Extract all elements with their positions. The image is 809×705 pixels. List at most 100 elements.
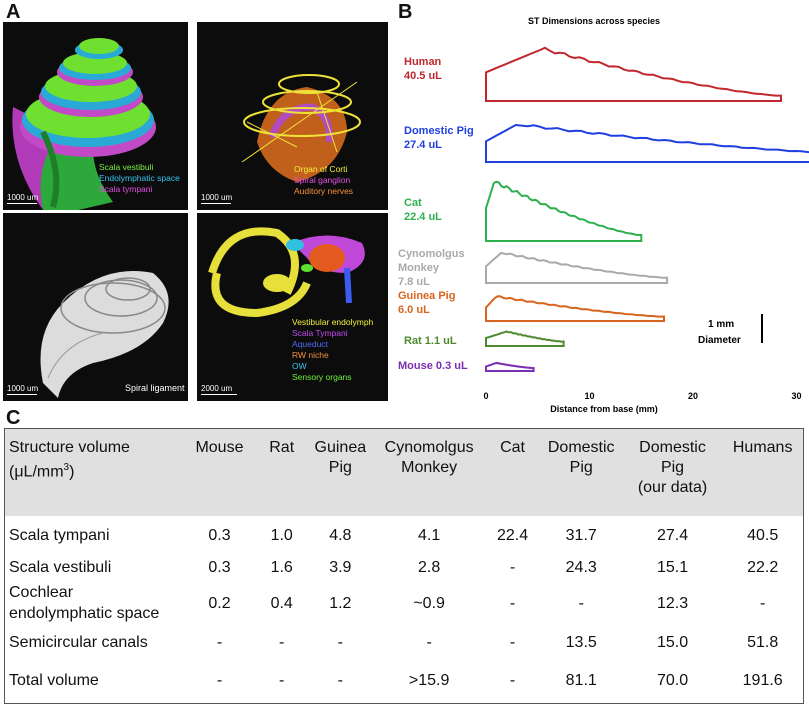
legend-item: Organ of Corti xyxy=(294,164,348,174)
column-header: Humans xyxy=(732,439,793,456)
table-cell: ~0.9 xyxy=(413,594,445,612)
chart-title: ST Dimensions across species xyxy=(528,16,660,26)
curve-mouse xyxy=(485,361,535,372)
table-row: Scala tympani 0.3 1.0 4.8 4.1 22.4 31.7 27.4 40.… xyxy=(5,516,803,554)
x-axis: 0 10 20 30 xyxy=(483,391,801,401)
table-cell: 191.6 xyxy=(742,671,783,689)
scale-bar-label-2: Diameter xyxy=(698,335,741,346)
organ-corti-render xyxy=(241,74,361,182)
row-label: Semicircular canals xyxy=(9,633,148,651)
scale-label: 1000 um xyxy=(201,193,233,202)
x-tick-label: 30 xyxy=(791,391,801,401)
header-structure-close: ) xyxy=(69,463,75,481)
column-header: Domestic Pig xyxy=(547,439,615,476)
scale-label: 1000 um xyxy=(7,384,39,393)
table-cell: >15.9 xyxy=(408,671,450,689)
table-cell: 0.2 xyxy=(208,594,231,612)
table-cell: 3.9 xyxy=(329,558,352,576)
row-label: Scala tympani xyxy=(9,526,110,544)
x-axis-label: Distance from base (mm) xyxy=(550,404,658,414)
table-cell: - xyxy=(509,594,516,612)
scale-bar xyxy=(201,394,237,395)
table-cell: - xyxy=(426,633,432,651)
table-cell: 70.0 xyxy=(656,671,689,689)
legend-item: Vestibular endolymph xyxy=(292,317,374,327)
table-cell: - xyxy=(509,633,516,651)
table-cell: 22.2 xyxy=(747,558,779,576)
table-cell: - xyxy=(279,671,285,689)
table-cell: - xyxy=(279,633,285,651)
vestibular-render xyxy=(208,227,365,318)
row-label: Total volume xyxy=(9,671,99,689)
table-cell: 4.8 xyxy=(329,526,352,544)
species-label-cynomolgus-monkey: Cynomolgus Monkey 7.8 uL xyxy=(398,248,465,288)
table-cell: 1.0 xyxy=(270,526,293,544)
table-cell: - xyxy=(578,594,584,612)
curve-guinea-pig xyxy=(485,295,665,322)
legend-item: Scala tympani xyxy=(99,184,153,194)
table-cell: 15.1 xyxy=(656,558,689,576)
header-structure-line2: (μL/mm xyxy=(9,463,64,481)
species-label-cat: Cat 22.4 uL xyxy=(404,197,442,223)
table-cell: - xyxy=(760,594,766,612)
cochlea-scalae-render xyxy=(12,38,156,210)
table-row: Semicircular canals - - - - - 13.5 15.0 51.8 xyxy=(5,626,803,658)
curve-rat xyxy=(485,330,565,347)
legend-item: Endolymphatic space xyxy=(99,173,180,183)
species-label-human: Human 40.5 uL xyxy=(404,56,442,82)
scale-bar xyxy=(7,203,37,204)
curve-cynomolgus-monkey xyxy=(485,251,669,284)
image-scala-3d: Scala vestibuli Endolymphatic space Scal… xyxy=(3,22,188,210)
legend-item: Auditory nerves xyxy=(294,186,354,196)
legend-top-left: Scala vestibuli Endolymphatic space Scal… xyxy=(99,162,180,195)
legend-item: RW niche xyxy=(292,350,329,360)
curve-domestic-pig xyxy=(485,123,809,163)
panel-label-b: B xyxy=(398,1,413,23)
scale-bar xyxy=(7,394,37,395)
table-cell: 1.2 xyxy=(329,594,352,612)
species-label-mouse: Mouse 0.3 uL xyxy=(398,360,468,372)
header-structure-line1: Structure volume xyxy=(9,439,130,456)
table-cell: 22.4 xyxy=(496,526,529,544)
table-cell: 31.7 xyxy=(565,526,597,544)
scale-label: 2000 um xyxy=(201,384,233,393)
caption-spiral-ligament: Spiral ligament xyxy=(125,383,185,393)
table-cell: - xyxy=(216,633,223,651)
legend-item: Scala vestibuli xyxy=(99,162,154,172)
column-header: Mouse xyxy=(195,439,244,456)
spiral-ligament-render xyxy=(40,271,169,398)
species-label-rat: Rat 1.1 uL xyxy=(404,335,457,347)
species-label-domestic-pig: Domestic Pig 27.4 uL xyxy=(404,125,474,151)
table-cell: 12.3 xyxy=(656,594,689,612)
table-body: Scala tympani 0.3 1.0 4.8 4.1 22.4 31.7 27.4 40.… xyxy=(5,516,803,702)
table-cell: 4.1 xyxy=(418,526,441,544)
table-cell: 81.1 xyxy=(565,671,597,689)
table-cell: 2.8 xyxy=(418,558,441,576)
table-cell: 51.8 xyxy=(747,633,779,651)
st-dimensions-chart: ST Dimensions across species 0 10 20 30 Dis… xyxy=(483,16,809,414)
legend-top-right: Organ of Corti Spiral ganglion Auditory … xyxy=(294,164,353,197)
legend-item: OW xyxy=(292,361,307,371)
table-row: Scala vestibuli 0.3 1.6 3.9 2.8 - 24.3 15.1 22.2 xyxy=(5,554,803,580)
column-header: Guinea Pig xyxy=(314,439,367,476)
table-cell: - xyxy=(337,671,343,689)
scale-bar xyxy=(201,203,231,204)
row-label: Scala vestibuli xyxy=(9,558,112,576)
table-row: Total volume - - - >15.9 - 81.1 70.0 191.6 xyxy=(5,658,803,702)
legend-item: Aqueduct xyxy=(292,339,328,349)
table-cell: 13.5 xyxy=(565,633,597,651)
table-cell: 0.3 xyxy=(208,558,231,576)
table-cell: 40.5 xyxy=(747,526,779,544)
x-tick-label: 20 xyxy=(688,391,698,401)
table-row: Cochlear endolymphatic space 0.2 0.4 1.2 ~0.9… xyxy=(5,580,803,626)
x-tick-label: 10 xyxy=(584,391,594,401)
scale-bar-label-1: 1 mm xyxy=(708,319,734,330)
table-cell: - xyxy=(509,671,516,689)
panel-label-a: A xyxy=(6,1,21,23)
table-cell: - xyxy=(216,671,223,689)
curve-human xyxy=(485,46,782,102)
table-header-row: Structure volume (μL/mm3) Mouse Rat Guinea… xyxy=(5,429,803,516)
legend-item: Sensory organs xyxy=(292,372,352,382)
table-cell: 15.0 xyxy=(656,633,689,651)
column-header: Cynomolgus Monkey xyxy=(384,439,474,476)
